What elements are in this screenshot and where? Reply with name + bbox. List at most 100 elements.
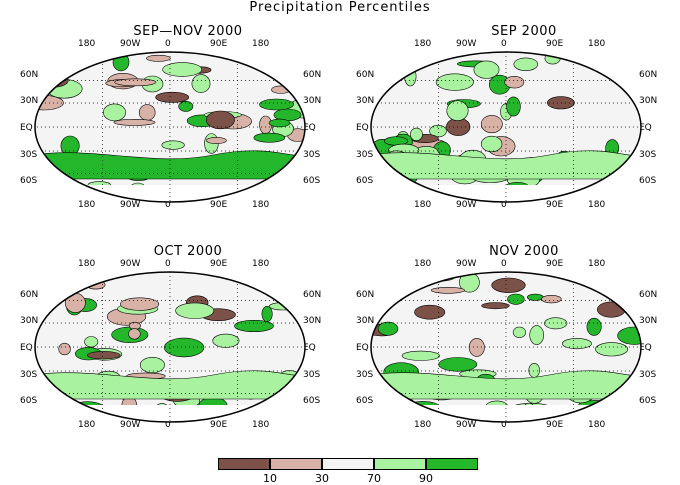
legend-tick-10: 10 xyxy=(263,472,277,485)
lat-label-left-0: 60N xyxy=(20,290,39,300)
lat-label-right-0: 60N xyxy=(303,70,322,80)
lon-label-bottom-3: 90E xyxy=(210,420,228,430)
lat-label-right-3: 30S xyxy=(639,370,657,380)
lon-label-bottom-1: 90W xyxy=(456,200,477,210)
map-outline xyxy=(370,51,642,203)
lat-label-left-1: 30N xyxy=(20,96,39,106)
map-outline xyxy=(34,271,306,423)
lat-label-right-1: 30N xyxy=(303,96,322,106)
figure-title: Precipitation Percentiles xyxy=(249,0,431,15)
lon-label-bottom-0: 180 xyxy=(414,420,432,430)
lat-label-left-3: 30S xyxy=(356,370,374,380)
lat-label-right-4: 60S xyxy=(639,176,657,186)
lat-label-left-2: EQ xyxy=(20,123,33,133)
lon-label-top-0: 180 xyxy=(78,259,96,269)
precipitation-map xyxy=(370,271,642,423)
lon-label-bottom-2: 0 xyxy=(501,200,507,210)
legend-swatch-0 xyxy=(218,458,270,470)
legend-swatch-2 xyxy=(322,458,374,470)
lon-label-top-1: 90W xyxy=(120,39,141,49)
lat-label-left-3: 30S xyxy=(20,150,38,160)
lat-label-left-3: 30S xyxy=(356,150,374,160)
lat-label-left-0: 60N xyxy=(20,70,39,80)
legend-swatch-1 xyxy=(270,458,322,470)
lat-label-left-1: 30N xyxy=(20,316,39,326)
lat-label-right-2: EQ xyxy=(303,343,316,353)
map-title: NOV 2000 xyxy=(489,244,559,259)
lat-label-right-3: 30S xyxy=(303,370,321,380)
lon-label-top-4: 180 xyxy=(252,259,270,269)
lat-label-right-3: 30S xyxy=(303,150,321,160)
lat-label-right-1: 30N xyxy=(303,316,322,326)
lon-label-top-4: 180 xyxy=(588,259,606,269)
lat-label-left-4: 60S xyxy=(356,176,374,186)
precipitation-map xyxy=(34,51,306,203)
lat-label-right-0: 60N xyxy=(639,70,658,80)
lon-label-bottom-0: 180 xyxy=(78,200,96,210)
lat-label-left-4: 60S xyxy=(20,176,38,186)
map-title: SEP 2000 xyxy=(491,24,557,39)
lon-label-top-3: 90E xyxy=(210,259,228,269)
lat-label-right-2: EQ xyxy=(303,123,316,133)
lat-label-right-1: 30N xyxy=(639,96,658,106)
lon-label-bottom-4: 180 xyxy=(588,420,606,430)
lat-label-left-0: 60N xyxy=(356,290,375,300)
lon-label-bottom-1: 90W xyxy=(456,420,477,430)
map-outline xyxy=(34,51,306,203)
lon-label-top-0: 180 xyxy=(414,39,432,49)
lon-label-bottom-1: 90W xyxy=(120,420,141,430)
lon-label-top-1: 90W xyxy=(456,259,477,269)
lat-label-right-0: 60N xyxy=(639,290,658,300)
lon-label-bottom-3: 90E xyxy=(546,420,564,430)
lon-label-top-3: 90E xyxy=(210,39,228,49)
lat-label-right-4: 60S xyxy=(303,396,321,406)
lat-label-right-2: EQ xyxy=(639,123,652,133)
lon-label-bottom-2: 0 xyxy=(165,420,171,430)
legend-tick-70: 70 xyxy=(367,472,381,485)
lon-label-top-4: 180 xyxy=(588,39,606,49)
lon-label-top-4: 180 xyxy=(252,39,270,49)
lat-label-right-1: 30N xyxy=(639,316,658,326)
map-outline xyxy=(370,271,642,423)
lat-label-left-0: 60N xyxy=(356,70,375,80)
lat-label-left-1: 30N xyxy=(356,96,375,106)
lon-label-bottom-2: 0 xyxy=(165,200,171,210)
lon-label-bottom-4: 180 xyxy=(252,420,270,430)
lon-label-bottom-2: 0 xyxy=(501,420,507,430)
lat-label-left-1: 30N xyxy=(356,316,375,326)
lon-label-top-0: 180 xyxy=(414,259,432,269)
lon-label-top-3: 90E xyxy=(546,39,564,49)
lat-label-left-4: 60S xyxy=(20,396,38,406)
lat-label-right-4: 60S xyxy=(303,176,321,186)
lon-label-bottom-0: 180 xyxy=(78,420,96,430)
lat-label-right-2: EQ xyxy=(639,343,652,353)
lat-label-left-3: 30S xyxy=(20,370,38,380)
lat-label-left-4: 60S xyxy=(356,396,374,406)
lon-label-bottom-0: 180 xyxy=(414,200,432,210)
legend-tick-90: 90 xyxy=(419,472,433,485)
lon-label-top-2: 0 xyxy=(165,39,171,49)
lon-label-top-2: 0 xyxy=(165,259,171,269)
lat-label-left-2: EQ xyxy=(20,343,33,353)
legend-swatch-4 xyxy=(426,458,478,470)
lon-label-bottom-1: 90W xyxy=(120,200,141,210)
lon-label-bottom-4: 180 xyxy=(588,200,606,210)
lon-label-top-2: 0 xyxy=(501,39,507,49)
lat-label-right-3: 30S xyxy=(639,150,657,160)
map-title: SEP—NOV 2000 xyxy=(133,24,243,39)
lon-label-bottom-4: 180 xyxy=(252,200,270,210)
lon-label-top-3: 90E xyxy=(546,259,564,269)
precipitation-map xyxy=(34,271,306,423)
precipitation-map xyxy=(370,51,642,203)
lat-label-left-2: EQ xyxy=(356,123,369,133)
legend-tick-30: 30 xyxy=(315,472,329,485)
map-title: OCT 2000 xyxy=(153,244,223,259)
lon-label-top-1: 90W xyxy=(456,39,477,49)
legend-swatch-3 xyxy=(374,458,426,470)
lon-label-top-1: 90W xyxy=(120,259,141,269)
lon-label-bottom-3: 90E xyxy=(546,200,564,210)
lat-label-right-4: 60S xyxy=(639,396,657,406)
lat-label-left-2: EQ xyxy=(356,343,369,353)
lat-label-right-0: 60N xyxy=(303,290,322,300)
lon-label-top-0: 180 xyxy=(78,39,96,49)
